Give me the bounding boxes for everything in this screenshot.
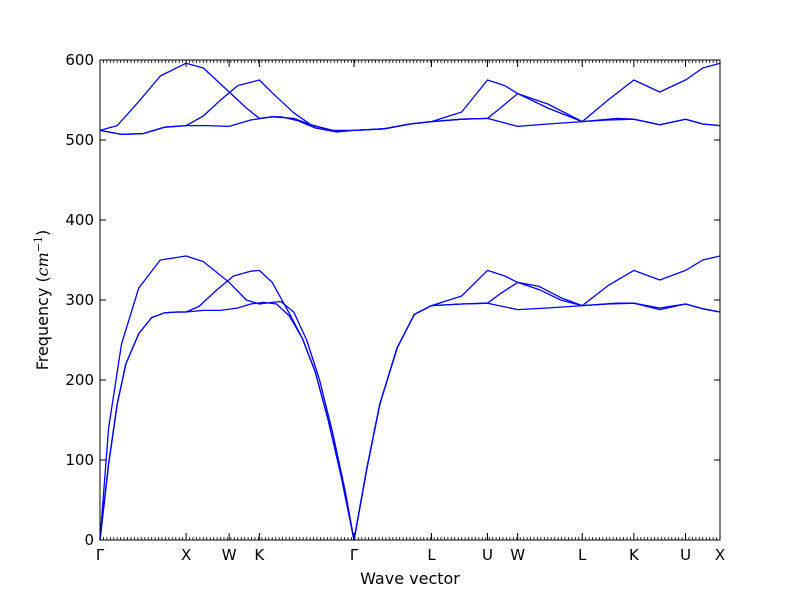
y-axis-label-prefix: Frequency ( <box>33 276 52 370</box>
x-tick-label: Γ <box>350 546 359 564</box>
y-tick-label: 500 <box>65 131 94 149</box>
y-axis-ticks: 0 100 200 300 400 500 600 <box>65 51 720 549</box>
band-line-2 <box>99 255 721 541</box>
x-tick-label: K <box>629 546 640 564</box>
y-tick-label: 300 <box>65 291 94 309</box>
y-axis-label-exponent: −1 <box>32 236 45 252</box>
x-tick-label: L <box>578 546 587 564</box>
x-tick-label: X <box>715 546 725 564</box>
x-tick-label: U <box>482 546 493 564</box>
x-tick-label: W <box>222 546 237 564</box>
y-tick-label: 0 <box>84 531 94 549</box>
band-line-6 <box>99 62 721 133</box>
x-tick-label: L <box>427 546 436 564</box>
band-line-3 <box>99 255 721 541</box>
x-axis-label: Wave vector <box>360 569 460 588</box>
y-tick-label: 600 <box>65 51 94 69</box>
y-tick-label: 400 <box>65 211 94 229</box>
x-tick-label: Γ <box>96 546 105 564</box>
y-axis-label-unit: cm <box>33 252 52 276</box>
x-tick-label: X <box>181 546 191 564</box>
y-axis-label: Frequency (cm−1) <box>32 230 52 371</box>
x-tick-label: W <box>510 546 525 564</box>
y-tick-label: 200 <box>65 371 94 389</box>
y-axis-label-suffix: ) <box>33 230 52 236</box>
y-tick-label: 100 <box>65 451 94 469</box>
x-tick-label: U <box>680 546 691 564</box>
band-lines <box>99 62 721 541</box>
x-tick-label: K <box>254 546 265 564</box>
